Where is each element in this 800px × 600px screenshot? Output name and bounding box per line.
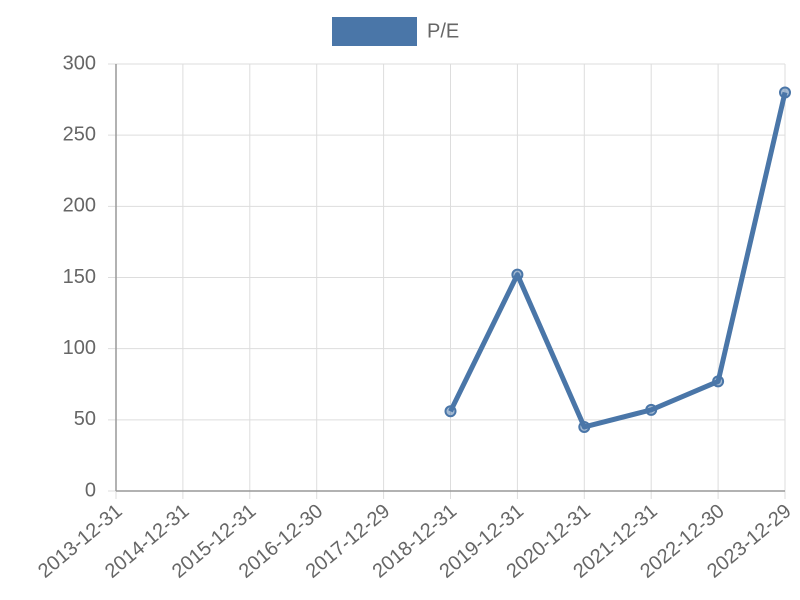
data-point — [645, 403, 658, 416]
series-line — [448, 91, 788, 430]
data-point — [444, 405, 457, 418]
y-tick-label: 0 — [85, 479, 96, 501]
legend-label[interactable]: P/E — [427, 20, 459, 42]
y-tick-label: 50 — [74, 408, 96, 430]
y-tick-label: 300 — [63, 52, 96, 74]
data-point — [712, 375, 725, 388]
legend-swatch[interactable] — [332, 17, 417, 46]
data-point — [511, 268, 524, 281]
data-point — [779, 86, 791, 99]
y-tick-label: 150 — [63, 266, 96, 288]
y-tick-label: 200 — [63, 195, 96, 217]
data-point — [578, 420, 591, 433]
y-tick-label: 100 — [63, 337, 96, 359]
y-tick-label: 250 — [63, 123, 96, 145]
